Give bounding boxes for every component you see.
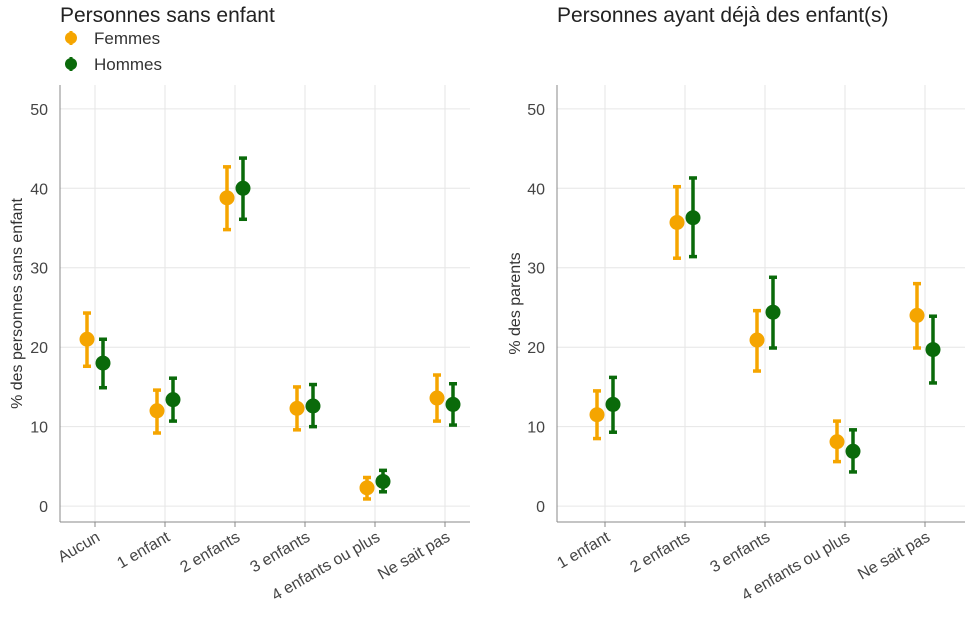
y-tick-label: 20 xyxy=(527,340,545,357)
data-point-hommes[interactable] xyxy=(375,473,391,489)
data-point-femmes[interactable] xyxy=(429,390,445,406)
x-tick-label: Ne sait pas xyxy=(375,529,453,584)
data-point-hommes[interactable] xyxy=(305,398,321,414)
data-point-femmes[interactable] xyxy=(589,407,605,423)
x-tick-label: Ne sait pas xyxy=(855,529,933,584)
legend-femmes-marker xyxy=(65,32,77,44)
data-point-hommes[interactable] xyxy=(925,342,941,358)
data-point-femmes[interactable] xyxy=(149,403,165,419)
y-tick-label: 0 xyxy=(39,499,48,516)
x-tick-label: 2 enfants xyxy=(177,529,243,577)
data-point-hommes[interactable] xyxy=(845,443,861,459)
data-point-hommes[interactable] xyxy=(685,210,701,226)
data-point-femmes[interactable] xyxy=(749,332,765,348)
legend-item-hommes[interactable]: Hommes xyxy=(65,55,162,74)
legend-femmes-label: Femmes xyxy=(94,29,160,48)
data-point-hommes[interactable] xyxy=(765,304,781,320)
data-point-femmes[interactable] xyxy=(669,214,685,230)
data-point-hommes[interactable] xyxy=(165,392,181,408)
legend-hommes-label: Hommes xyxy=(94,55,162,74)
y-tick-label: 40 xyxy=(30,181,48,198)
y-axis-title: % des personnes sans enfant xyxy=(9,198,26,409)
data-point-femmes[interactable] xyxy=(79,331,95,347)
data-point-femmes[interactable] xyxy=(909,307,925,323)
y-tick-label: 10 xyxy=(527,420,545,437)
y-tick-label: 10 xyxy=(30,420,48,437)
y-tick-label: 50 xyxy=(30,102,48,119)
left-chart-title: Personnes sans enfant xyxy=(60,4,275,27)
data-point-femmes[interactable] xyxy=(289,400,305,416)
y-axis-title: % des parents xyxy=(507,252,524,354)
y-tick-label: 0 xyxy=(536,499,545,516)
y-tick-label: 30 xyxy=(30,261,48,278)
x-tick-label: 1 enfant xyxy=(114,528,173,572)
data-point-femmes[interactable] xyxy=(829,434,845,450)
y-tick-label: 20 xyxy=(30,340,48,357)
data-point-hommes[interactable] xyxy=(235,180,251,196)
legend-hommes-marker xyxy=(65,58,77,70)
y-tick-label: 50 xyxy=(527,102,545,119)
legend: Femmes Hommes xyxy=(65,29,162,74)
data-point-femmes[interactable] xyxy=(219,190,235,206)
data-point-hommes[interactable] xyxy=(95,355,111,371)
data-point-hommes[interactable] xyxy=(605,396,621,412)
x-tick-label: 2 enfants xyxy=(627,529,693,577)
y-tick-label: 40 xyxy=(527,181,545,198)
x-tick-label: Aucun xyxy=(55,529,103,566)
x-tick-label: 1 enfant xyxy=(554,528,613,572)
right-chart-title: Personnes ayant déjà des enfant(s) xyxy=(557,4,889,27)
data-point-hommes[interactable] xyxy=(445,396,461,412)
data-point-femmes[interactable] xyxy=(359,480,375,496)
x-tick-label: 3 enfants xyxy=(707,529,773,577)
y-tick-label: 30 xyxy=(527,261,545,278)
legend-item-femmes[interactable]: Femmes xyxy=(65,29,160,48)
